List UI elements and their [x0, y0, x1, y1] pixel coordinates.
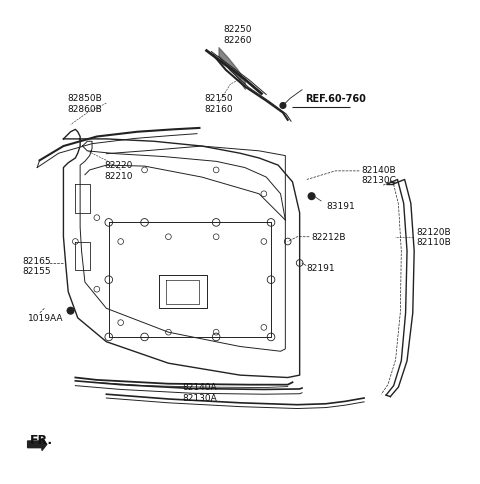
- Text: REF.60-760: REF.60-760: [305, 94, 366, 104]
- Circle shape: [280, 104, 286, 109]
- Polygon shape: [28, 438, 47, 451]
- Text: 82140A
82130A: 82140A 82130A: [182, 382, 217, 402]
- Circle shape: [67, 308, 74, 315]
- Text: 82850B
82860B: 82850B 82860B: [68, 94, 102, 114]
- Text: 82220
82210: 82220 82210: [104, 161, 132, 180]
- Text: 1019AA: 1019AA: [28, 314, 63, 323]
- Text: 82165
82155: 82165 82155: [23, 256, 51, 275]
- Text: 83191: 83191: [326, 202, 355, 211]
- Text: 82250
82260: 82250 82260: [223, 25, 252, 45]
- Text: 82191: 82191: [307, 264, 336, 272]
- Circle shape: [308, 194, 315, 200]
- Text: 82120B
82110B: 82120B 82110B: [417, 227, 451, 247]
- Text: 82212B: 82212B: [312, 233, 346, 242]
- Text: 82150
82160: 82150 82160: [204, 94, 233, 114]
- Text: 82140B
82130C: 82140B 82130C: [362, 166, 396, 185]
- Text: FR.: FR.: [30, 433, 53, 446]
